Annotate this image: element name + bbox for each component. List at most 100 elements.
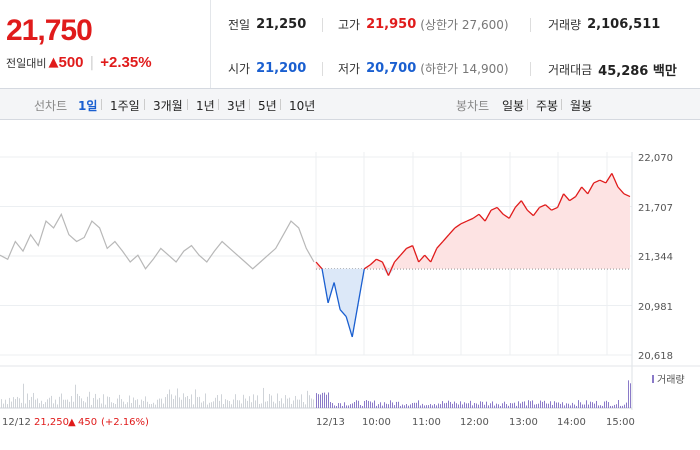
diff-label: 전일대비 (6, 56, 47, 70)
volume-bar (518, 401, 519, 408)
volume-bar (249, 396, 250, 408)
chart-labels: 22,070 21,707 21,344 20,981 20,618 12/13… (2, 153, 685, 428)
volume-bar (504, 401, 505, 408)
volume-bar (139, 404, 140, 408)
volume-bar (225, 399, 226, 408)
volume-bar (281, 398, 282, 408)
stat-amount: 거래대금 45,286 백만 (548, 60, 677, 79)
volume-bar (444, 403, 445, 408)
tab-daily-candle[interactable]: 일봉 (502, 99, 525, 113)
tab-3month[interactable]: 3개월 (153, 99, 183, 113)
volume-bar (554, 401, 555, 408)
volume-bar (293, 400, 294, 408)
y-tick-label: 22,070 (638, 153, 673, 164)
volume-bar (398, 401, 399, 408)
volume-bar (283, 403, 284, 408)
volume-bar (508, 405, 509, 408)
today-line-segment (490, 206, 498, 211)
volume-bar (147, 401, 148, 408)
volume-bar (512, 403, 513, 408)
volume-bar (149, 404, 150, 408)
tab-3year[interactable]: 3년 (227, 99, 246, 113)
volume-bar (267, 401, 268, 408)
volume-bar (173, 399, 174, 408)
volume-bar (598, 405, 599, 408)
volume-bar (205, 393, 206, 408)
volume-bar (350, 404, 351, 408)
volume-bar (265, 401, 266, 408)
volume-bar (342, 405, 343, 408)
volume-bar (530, 401, 531, 408)
volume-bar (380, 402, 381, 408)
tab-weekly-candle[interactable]: 주봉 (536, 99, 559, 113)
today-line-segment (484, 209, 492, 222)
today-line-segment (363, 264, 371, 270)
volume-bar (169, 389, 170, 408)
volume-bar (552, 404, 553, 408)
volume-bar (330, 402, 331, 408)
today-line-segment (327, 282, 335, 304)
volume-bar (464, 402, 465, 408)
tab-1week[interactable]: 1주일 (110, 99, 140, 113)
prev-day-date: 12/12 (2, 417, 31, 428)
chart-tabs: 선차트 1일 1주일 3개월 1년 3년 5년 10년 봉차트 일봉 주봉 월봉 (0, 89, 700, 120)
divider: | (89, 54, 95, 71)
candle-chart-title: 봉차트 (456, 99, 490, 113)
volume-bar (460, 401, 461, 408)
down-area (316, 268, 630, 337)
volume-bar (496, 403, 497, 408)
volume-bar (482, 401, 483, 408)
x-tick-label: 11:00 (412, 417, 441, 428)
volume-bar (271, 395, 272, 408)
volume-bar (628, 380, 629, 408)
volume-bar (316, 393, 317, 408)
volume-bar (454, 401, 455, 408)
volume-bar (394, 405, 395, 408)
stat-value: 45,286 백만 (598, 64, 677, 79)
volume-bar (79, 396, 80, 408)
tab-10year[interactable]: 10년 (289, 99, 316, 113)
volume-bar (121, 399, 122, 408)
volume-bar (602, 405, 603, 408)
volume-bar (1, 399, 2, 408)
volume-bar (586, 400, 587, 408)
volume-bar (362, 405, 363, 408)
divider (101, 99, 102, 110)
tab-5year[interactable]: 5년 (258, 99, 277, 113)
today-line-segment (418, 254, 426, 263)
volume-bar (135, 400, 136, 408)
today-line-segment (478, 213, 486, 222)
volume-bar (279, 400, 280, 408)
tab-monthly-candle[interactable]: 월봉 (570, 99, 593, 113)
volume-bar (117, 398, 118, 408)
today-line-segment (345, 316, 353, 338)
y-tick-label: 20,981 (638, 302, 673, 313)
volume-bar (558, 402, 559, 408)
volume-bar (404, 405, 405, 408)
today-line-segment (333, 282, 341, 310)
stat-sub: (상한가 27,600) (420, 18, 509, 32)
volume-bar (594, 403, 595, 408)
volume-bar (295, 395, 296, 408)
up-arrow-icon: ▲ (68, 417, 76, 428)
volume-bar (259, 403, 260, 408)
price-chart[interactable]: 22,070 21,707 21,344 20,981 20,618 12/13… (0, 120, 700, 450)
volume-bar (436, 405, 437, 408)
volume-bar (322, 392, 323, 408)
today-line-segment (315, 261, 323, 270)
tab-1day[interactable]: 1일 (78, 99, 98, 113)
volume-bar (526, 405, 527, 408)
stat-low: 저가 20,700 (하한가 14,900) (338, 60, 509, 77)
volume-bar (203, 401, 204, 408)
tab-1year[interactable]: 1년 (196, 99, 215, 113)
volume-bar (53, 403, 54, 408)
volume-bar (161, 398, 162, 408)
today-line-segment (442, 234, 450, 242)
today-line-segment (430, 248, 438, 263)
volume-bar (165, 397, 166, 408)
today-line-segment (381, 261, 390, 276)
today-line-segment (520, 200, 528, 211)
volume-bar (580, 402, 581, 408)
volume-bar (448, 400, 449, 408)
volume-bar (488, 405, 489, 408)
